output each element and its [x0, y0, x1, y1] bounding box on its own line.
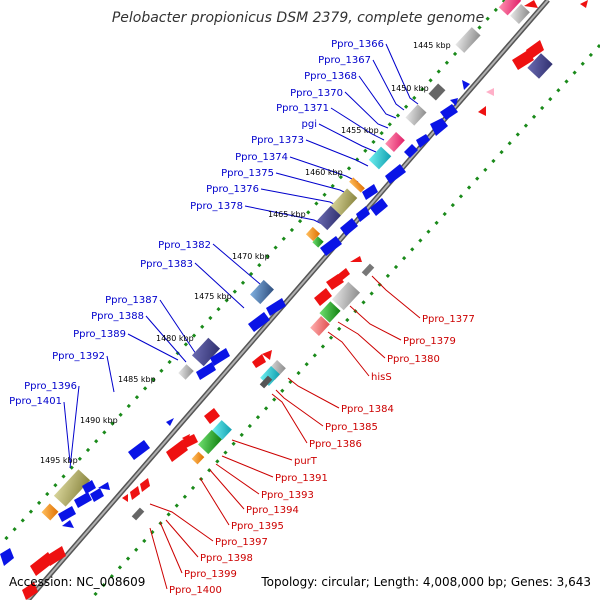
- kbp-tick-1485: 1485 kbp: [118, 375, 156, 384]
- gene-label-ppro-1370: Ppro_1370: [290, 88, 343, 99]
- leader-line: [385, 43, 419, 105]
- leader-line: [149, 527, 168, 590]
- kbp-tick-1470: 1470 kbp: [232, 252, 270, 261]
- gene-label-ppro-1373: Ppro_1373: [251, 135, 304, 146]
- reverse-leader-lines: [149, 275, 421, 590]
- gene-label-ppro-1388: Ppro_1388: [91, 311, 144, 322]
- leader-line: [159, 521, 183, 574]
- gene-label-ppro-1376: Ppro_1376: [206, 184, 259, 195]
- accession-text: Accession: NC_008609: [9, 575, 145, 589]
- leader-line: [199, 477, 230, 526]
- leader-line: [344, 91, 389, 129]
- leader-line: [106, 355, 115, 393]
- gene-label-ppro-1391: Ppro_1391: [275, 473, 328, 484]
- leader-line: [145, 315, 187, 363]
- leader-line: [63, 401, 71, 463]
- leader-line: [221, 455, 274, 478]
- leader-line: [209, 469, 245, 510]
- leader-line: [327, 331, 370, 377]
- gene-label-ppro-1383: Ppro_1383: [140, 259, 193, 270]
- leader-line: [69, 385, 80, 469]
- gene-label-ppro-1367: Ppro_1367: [318, 55, 371, 66]
- leader-line: [305, 139, 369, 167]
- gene-label-ppro-1382: Ppro_1382: [158, 240, 211, 251]
- reverse-gene-labels: Ppro_1377 Ppro_1379 Ppro_1380 hisS Ppro_…: [169, 314, 475, 596]
- gene-label-ppro-1395: Ppro_1395: [231, 521, 284, 532]
- leader-line: [287, 377, 340, 409]
- gene-label-ppro-1379: Ppro_1379: [403, 336, 456, 347]
- leader-line: [371, 275, 421, 319]
- leader-line: [212, 243, 261, 285]
- leader-line: [260, 188, 343, 209]
- kbp-tick-1465: 1465 kbp: [268, 210, 306, 219]
- forward-strand-genes: [0, 27, 481, 566]
- gene-label-ppro-1371: Ppro_1371: [276, 103, 329, 114]
- gene-label-ppro-1392: Ppro_1392: [52, 351, 105, 362]
- genome-summary-text: Topology: circular; Length: 4,008,000 bp…: [260, 575, 591, 589]
- kbp-tick-1490: 1490 kbp: [80, 416, 118, 425]
- leader-line: [165, 519, 199, 558]
- leader-line: [337, 321, 386, 359]
- leader-line: [330, 107, 385, 141]
- gene-label-ppro-1401: Ppro_1401: [9, 396, 62, 407]
- genome-backbone: [26, 0, 550, 600]
- gene-label-ppro-1377: Ppro_1377: [422, 314, 475, 325]
- forward-gene-labels: Ppro_1366 Ppro_1367 Ppro_1368 Ppro_1370 …: [9, 39, 384, 407]
- gene-label-ppro-1366: Ppro_1366: [331, 39, 384, 50]
- gene-label-pgi: pgi: [302, 119, 317, 130]
- gene-label-ppro-1400: Ppro_1400: [169, 585, 222, 596]
- leader-line: [318, 123, 377, 153]
- gene-label-hiss: hisS: [371, 372, 392, 383]
- kbp-tick-1495: 1495 kbp: [40, 456, 78, 465]
- leader-line: [159, 299, 197, 355]
- gene-label-ppro-1387: Ppro_1387: [105, 295, 158, 306]
- gene-label-ppro-1397: Ppro_1397: [215, 537, 268, 548]
- gene-label-ppro-1374: Ppro_1374: [235, 152, 288, 163]
- leader-line: [149, 503, 214, 542]
- leader-line: [231, 439, 293, 461]
- kbp-tick-1480: 1480 kbp: [156, 334, 194, 343]
- kbp-tick-1475: 1475 kbp: [194, 292, 232, 301]
- gene-label-ppro-1385: Ppro_1385: [325, 422, 378, 433]
- kbp-ticks: 1445 kbp 1450 kbp 1455 kbp 1460 kbp 1465…: [40, 41, 451, 465]
- gene-label-ppro-1384: Ppro_1384: [341, 404, 394, 415]
- gene-label-ppro-1386: Ppro_1386: [309, 439, 362, 450]
- leader-line: [275, 389, 324, 427]
- gene-label-purt: purT: [294, 456, 318, 467]
- kbp-tick-1455: 1455 kbp: [341, 126, 379, 135]
- gene-label-ppro-1368: Ppro_1368: [304, 71, 357, 82]
- leader-line: [358, 75, 397, 119]
- leader-line: [215, 463, 260, 495]
- reverse-strand-genes: [22, 0, 588, 600]
- map-title: Pelobacter propionicus DSM 2379, complet…: [112, 10, 484, 26]
- leader-line: [127, 333, 179, 361]
- gene-label-ppro-1380: Ppro_1380: [387, 354, 440, 365]
- gene-label-ppro-1394: Ppro_1394: [246, 505, 299, 516]
- leader-line: [372, 59, 405, 111]
- gene-label-ppro-1375: Ppro_1375: [221, 168, 274, 179]
- leader-line: [271, 393, 308, 444]
- kbp-tick-1445: 1445 kbp: [413, 41, 451, 50]
- gene-label-ppro-1399: Ppro_1399: [184, 569, 237, 580]
- kbp-tick-1450: 1450 kbp: [391, 84, 429, 93]
- gene-label-ppro-1398: Ppro_1398: [200, 553, 253, 564]
- gene-label-ppro-1396: Ppro_1396: [24, 381, 77, 392]
- gene-label-ppro-1378: Ppro_1378: [190, 201, 243, 212]
- kbp-tick-1460: 1460 kbp: [305, 168, 343, 177]
- gene-label-ppro-1393: Ppro_1393: [261, 490, 314, 501]
- gene-label-ppro-1389: Ppro_1389: [73, 329, 126, 340]
- leader-line: [349, 305, 402, 341]
- leader-line: [194, 262, 245, 309]
